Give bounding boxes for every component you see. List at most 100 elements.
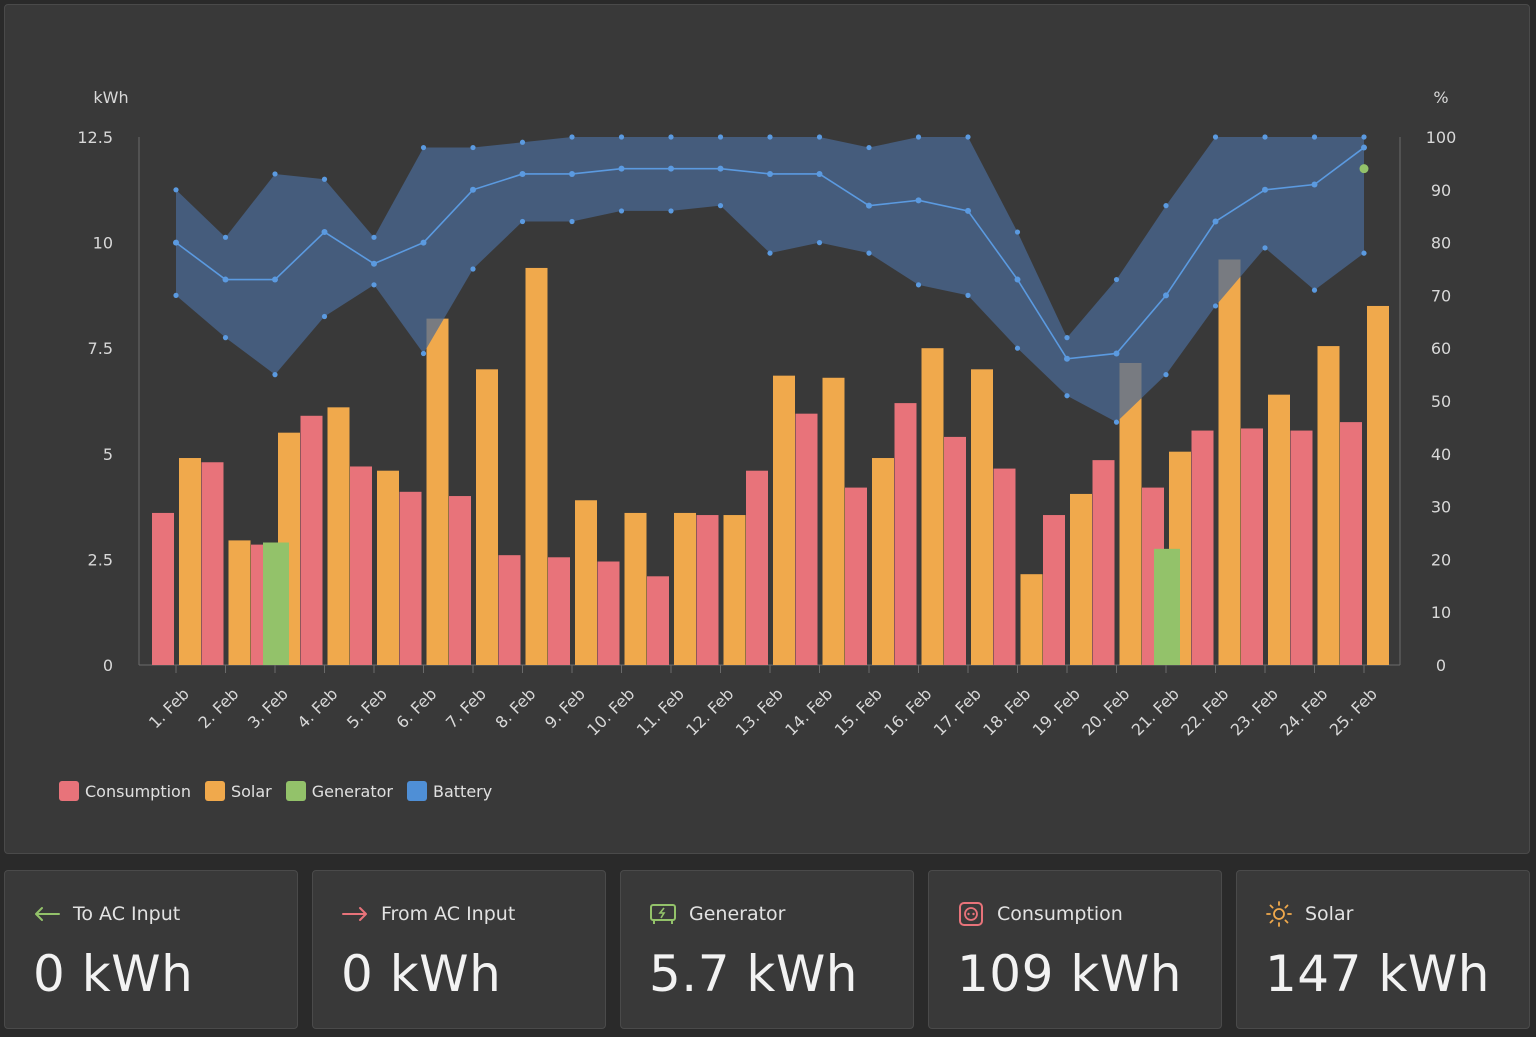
solar-bar bbox=[179, 458, 201, 665]
legend-battery[interactable]: Battery bbox=[407, 781, 492, 801]
battery-avg-point bbox=[222, 276, 229, 283]
x-tick-label: 10. Feb bbox=[583, 684, 638, 739]
card-value: 5.7 kWh bbox=[649, 945, 858, 1003]
legend-label: Solar bbox=[230, 781, 272, 801]
legend-consumption[interactable]: Consumption bbox=[59, 781, 191, 801]
battery-min-point bbox=[173, 292, 179, 298]
x-tick-label: 15. Feb bbox=[831, 684, 886, 739]
card-label: Consumption bbox=[997, 903, 1123, 925]
generator-bar bbox=[1154, 548, 1180, 665]
battery-min-point bbox=[1163, 372, 1169, 378]
consumption-bar bbox=[894, 403, 917, 665]
consumption-bar bbox=[350, 466, 372, 665]
battery-max-point bbox=[1212, 134, 1219, 140]
battery-avg-point bbox=[470, 186, 476, 193]
battery-min-point bbox=[1262, 245, 1268, 251]
x-tick-label: 12. Feb bbox=[682, 684, 737, 739]
battery-max-point bbox=[222, 234, 229, 240]
battery-max-point bbox=[767, 134, 773, 140]
battery-max-point bbox=[173, 187, 179, 193]
x-tick-label: 20. Feb bbox=[1078, 684, 1133, 739]
x-tick-label: 7. Feb bbox=[442, 684, 490, 732]
x-tick-label: 6. Feb bbox=[392, 684, 440, 732]
consumption-bar bbox=[1290, 430, 1313, 665]
x-tick-label: 8. Feb bbox=[491, 684, 539, 732]
battery-max-point bbox=[816, 134, 823, 140]
consumption-bar bbox=[548, 557, 570, 665]
consumption-bar bbox=[1340, 422, 1362, 665]
consumption-bar bbox=[647, 576, 669, 665]
card-value: 147 kWh bbox=[1265, 945, 1490, 1003]
y-left-tick-label: 7.5 bbox=[88, 339, 113, 358]
battery-min-point bbox=[717, 203, 724, 209]
summary-cards: To AC Input 0 kWh From AC Input 0 kWh Ge… bbox=[4, 870, 1530, 1029]
y-left-tick-label: 0 bbox=[103, 656, 113, 675]
solar-bar bbox=[822, 377, 845, 665]
battery-min-point bbox=[1113, 419, 1120, 425]
battery-avg-point bbox=[272, 276, 278, 283]
legend-label: Battery bbox=[433, 781, 493, 801]
solar-bar bbox=[872, 458, 894, 665]
card-from-ac-input: From AC Input 0 kWh bbox=[312, 870, 606, 1029]
consumption-bar bbox=[993, 468, 1016, 665]
battery-avg-point bbox=[569, 170, 575, 177]
x-tick-label: 2. Feb bbox=[194, 684, 242, 732]
battery-avg-point bbox=[1311, 181, 1318, 188]
battery-min-point bbox=[915, 282, 922, 288]
consumption-bar bbox=[1092, 460, 1115, 665]
y-right-tick-label: 30 bbox=[1431, 498, 1451, 517]
legend-label: Consumption bbox=[85, 781, 191, 801]
battery-min-point bbox=[1212, 303, 1219, 309]
consumption-bar bbox=[944, 436, 966, 665]
energy-chart: kWh % 0 2.5 5 7.5 10 12.5 0 10 20 30 40 50 60 70 80 90 100… bbox=[77, 88, 1457, 739]
battery-min-point bbox=[1311, 287, 1318, 293]
solar-bar bbox=[1218, 259, 1241, 665]
consumption-bar bbox=[597, 561, 620, 665]
battery-min-point bbox=[767, 250, 773, 256]
consumption-bar bbox=[152, 512, 174, 665]
consumption-bar bbox=[746, 470, 768, 665]
generator-bar bbox=[263, 542, 289, 665]
x-tick-label: 9. Feb bbox=[541, 684, 589, 732]
battery-avg-point bbox=[915, 197, 922, 204]
battery-min-point bbox=[222, 335, 229, 341]
battery-min-point bbox=[965, 292, 971, 298]
battery-max-point bbox=[1361, 134, 1367, 140]
battery-max-point bbox=[866, 144, 872, 151]
x-tick-label: 3. Feb bbox=[244, 684, 292, 732]
card-value: 109 kWh bbox=[957, 945, 1182, 1003]
battery-max-point bbox=[1014, 229, 1021, 235]
solar-bar bbox=[1070, 493, 1092, 665]
solar-bar bbox=[1317, 346, 1340, 665]
sun-icon bbox=[1265, 901, 1293, 927]
solar-bar bbox=[575, 500, 597, 665]
card-label: From AC Input bbox=[381, 903, 516, 925]
x-tick-label: 22. Feb bbox=[1177, 684, 1232, 739]
battery-max-point bbox=[1262, 134, 1268, 140]
battery-max-point bbox=[371, 234, 377, 240]
generator-icon bbox=[649, 901, 677, 927]
y-right-tick-label: 70 bbox=[1431, 286, 1451, 305]
x-tick-label: 1. Feb bbox=[145, 684, 193, 732]
solar-bar bbox=[1020, 574, 1043, 665]
x-tick-label: 23. Feb bbox=[1227, 684, 1282, 739]
y-right-tick-label: 40 bbox=[1431, 445, 1451, 464]
y-axis-left-label: kWh bbox=[93, 88, 128, 107]
consumption-bar bbox=[795, 413, 818, 665]
y-right-tick-label: 100 bbox=[1426, 128, 1457, 147]
battery-min-point bbox=[272, 372, 278, 378]
legend-label: Generator bbox=[311, 781, 393, 801]
solar-bar bbox=[1119, 362, 1142, 665]
battery-max-point bbox=[1163, 203, 1169, 209]
consumption-bar bbox=[845, 487, 867, 665]
consumption-bar bbox=[1191, 430, 1214, 665]
card-to-ac-input: To AC Input 0 kWh bbox=[4, 870, 298, 1029]
battery-min-point bbox=[519, 218, 526, 225]
battery-avg-point bbox=[371, 260, 377, 267]
battery-range-band bbox=[176, 137, 1364, 423]
legend-generator[interactable]: Generator bbox=[285, 781, 393, 801]
consumption-bar bbox=[696, 515, 719, 665]
legend-solar[interactable]: Solar bbox=[204, 781, 272, 801]
consumption-bar bbox=[201, 462, 224, 665]
consumption-bar bbox=[449, 496, 471, 665]
